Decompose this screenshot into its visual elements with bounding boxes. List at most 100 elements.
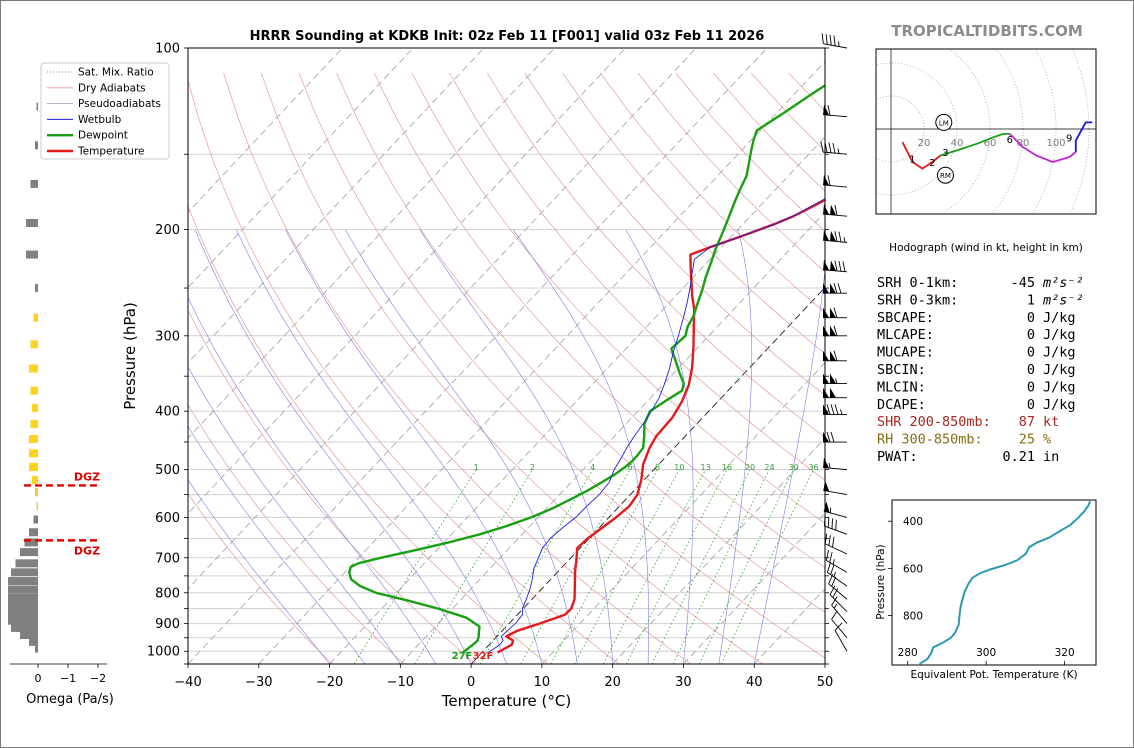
theta-e-frame	[891, 499, 1097, 666]
hodo-segment	[1009, 133, 1077, 163]
barb-half	[832, 559, 835, 565]
omega-bar	[36, 502, 38, 511]
x-tick-label: 0	[467, 675, 475, 690]
stat-value: 0.21	[1002, 449, 1035, 465]
theta-e-xlabel: Equivalent Pot. Temperature (K)	[910, 669, 1077, 681]
hodo-ring-label: 60	[984, 138, 997, 149]
hodo-height-label: 3	[942, 148, 948, 159]
dry-adiabat	[188, 79, 620, 664]
stat-row: SBCAPE: 0 J/kg	[877, 310, 1076, 326]
hodo-ring-label: 40	[951, 138, 964, 149]
hodo-inner: 20 40 60 80 100 1 23 6 9 LM RM	[876, 49, 1096, 214]
stat-label: SHR 200-850mb:	[877, 414, 991, 430]
dry-adiabat	[562, 72, 825, 355]
stat-label: SRH 0-1km:	[877, 275, 958, 291]
stat-unit: m²s⁻²	[1042, 275, 1084, 291]
barb-full	[827, 175, 831, 186]
wind-barb	[823, 373, 847, 385]
pseudoadiabat	[236, 229, 507, 664]
barb-full	[829, 585, 836, 595]
barb-staff	[823, 489, 848, 496]
barb-staff	[828, 583, 848, 600]
omega-axis-label: Omega (Pa/s)	[26, 692, 114, 707]
barb-half	[843, 236, 846, 243]
stat-label: MUCAPE:	[877, 345, 934, 361]
theta-e-xtick-label: 320	[1055, 647, 1075, 659]
y-tick-label: 100	[155, 42, 180, 57]
mixing-ratio-label: 30	[788, 463, 798, 472]
legend-label: Sat. Mix. Ratio	[78, 67, 154, 79]
stat-label: SBCAPE:	[877, 310, 934, 326]
barb-flag	[823, 404, 829, 415]
stat-value: 0	[1027, 327, 1035, 343]
dry-adiabat	[188, 204, 548, 664]
wind-barb	[823, 404, 847, 415]
barb-flag	[823, 204, 830, 215]
barb-flag	[823, 387, 829, 398]
wind-barb	[823, 325, 847, 337]
profiles	[348, 84, 825, 654]
barb-flag	[823, 174, 830, 186]
mixing-ratio-line	[672, 469, 770, 664]
y-tick-label: 400	[155, 405, 180, 420]
barb-full	[832, 536, 835, 548]
surface-dewpoint-label: 27F	[452, 651, 473, 662]
stat-row: MUCAPE: 0 J/kg	[877, 345, 1076, 361]
series-line-wetbulb	[488, 198, 825, 653]
y-tick-label: 1000	[147, 645, 180, 660]
y-tick-label: 900	[155, 617, 180, 632]
y-tick-label: 600	[155, 511, 180, 526]
barb-staff	[823, 269, 848, 273]
pseudoadiabat	[188, 425, 366, 664]
dry-adiabat	[188, 403, 405, 664]
x-tick-label: −30	[245, 675, 272, 690]
dry-adiabat	[188, 492, 333, 664]
chart-title: HRRR Sounding at KDKB Init: 02z Feb 11 […	[250, 29, 765, 44]
dry-adiabat	[373, 72, 825, 568]
dgz-label: DGZ	[74, 544, 100, 557]
stat-unit: J/kg	[1043, 310, 1076, 326]
barb-full	[828, 574, 834, 584]
omega-bar	[8, 616, 38, 625]
barb-flag	[823, 104, 830, 116]
omega-bar	[26, 250, 38, 259]
wind-barb	[831, 610, 848, 639]
barb-full	[826, 431, 831, 443]
stat-unit: J/kg	[1043, 327, 1076, 343]
isotherm	[188, 48, 343, 213]
barb-flag	[823, 325, 829, 336]
y-axis-label: Pressure (hPa)	[121, 302, 139, 410]
omega-bar	[11, 623, 38, 632]
stat-row: MLCAPE: 0 J/kg	[877, 327, 1076, 343]
stat-value: 0	[1027, 345, 1035, 361]
barb-flag	[830, 307, 836, 318]
wind-barb	[834, 622, 848, 652]
stat-row: SRH 0-3km: 1 m²s⁻²	[877, 292, 1084, 308]
dry-adiabat	[826, 73, 1134, 664]
mixing-ratio-line	[520, 469, 631, 664]
barb-full	[824, 533, 828, 544]
omega-bar	[35, 644, 38, 653]
stat-value: 0	[1027, 310, 1035, 326]
stat-row: RH 300-850mb: 25%	[877, 432, 1051, 448]
omega-bar	[20, 548, 38, 557]
wind-barb	[823, 307, 847, 319]
stat-label: RH 300-850mb:	[877, 432, 983, 448]
barb-full	[829, 34, 832, 46]
isotherm	[188, 48, 485, 364]
stat-unit: %	[1043, 432, 1051, 448]
pseudoadiabat	[345, 229, 578, 664]
pseudoadiabat	[188, 479, 330, 664]
omega-bar	[30, 419, 38, 428]
storm-motion-label: LM	[939, 119, 949, 127]
x-axis-label: Temperature (°C)	[441, 692, 571, 710]
barb-half	[828, 462, 831, 469]
omega-bar	[33, 515, 38, 524]
pseudoadiabat	[194, 229, 472, 664]
storm-motion-marker	[936, 166, 954, 184]
barb-full	[831, 596, 838, 606]
barb-full	[830, 431, 835, 443]
omega-bar	[8, 593, 38, 602]
pseudoadiabat	[188, 366, 401, 664]
x-tick-label: −10	[387, 675, 414, 690]
